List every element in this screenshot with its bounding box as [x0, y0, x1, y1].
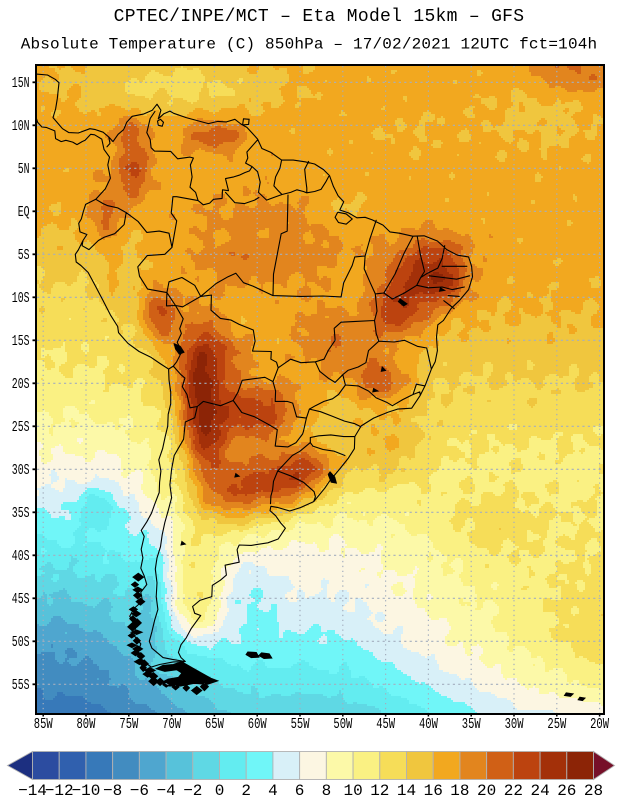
- svg-text:70W: 70W: [162, 717, 181, 733]
- svg-text:85W: 85W: [34, 717, 53, 733]
- svg-text:16: 16: [424, 782, 443, 800]
- svg-text:−4: −4: [156, 782, 175, 800]
- svg-text:EQ: EQ: [18, 205, 30, 221]
- svg-text:2: 2: [241, 782, 251, 800]
- svg-text:20W: 20W: [590, 717, 609, 733]
- svg-text:10S: 10S: [12, 291, 30, 307]
- svg-text:5N: 5N: [18, 162, 30, 178]
- svg-text:80W: 80W: [77, 717, 96, 733]
- svg-text:65W: 65W: [205, 717, 224, 733]
- svg-text:20: 20: [477, 782, 496, 800]
- svg-text:−12: −12: [45, 782, 74, 800]
- svg-text:45S: 45S: [12, 592, 30, 608]
- svg-text:55S: 55S: [12, 678, 30, 694]
- svg-text:6: 6: [295, 782, 305, 800]
- svg-text:25S: 25S: [12, 420, 30, 436]
- svg-text:−2: −2: [183, 782, 202, 800]
- svg-text:26: 26: [557, 782, 576, 800]
- svg-text:−14: −14: [18, 782, 47, 800]
- svg-text:12: 12: [370, 782, 389, 800]
- svg-text:30W: 30W: [505, 717, 524, 733]
- svg-text:30S: 30S: [12, 463, 30, 479]
- svg-text:−10: −10: [71, 782, 100, 800]
- svg-text:35S: 35S: [12, 506, 30, 522]
- svg-text:55W: 55W: [291, 717, 310, 733]
- svg-text:15S: 15S: [12, 334, 30, 350]
- svg-text:−8: −8: [103, 782, 122, 800]
- svg-text:45W: 45W: [376, 717, 395, 733]
- svg-text:Absolute Temperature (C) 850hP: Absolute Temperature (C) 850hPa – 17/02/…: [21, 36, 598, 54]
- svg-text:40S: 40S: [12, 549, 30, 565]
- svg-text:25W: 25W: [547, 717, 566, 733]
- svg-text:20S: 20S: [12, 377, 30, 393]
- svg-text:28: 28: [584, 782, 603, 800]
- svg-text:10: 10: [343, 782, 362, 800]
- svg-text:50S: 50S: [12, 635, 30, 651]
- svg-text:10N: 10N: [12, 119, 30, 135]
- svg-text:15N: 15N: [12, 76, 30, 92]
- svg-text:8: 8: [322, 782, 332, 800]
- svg-text:0: 0: [215, 782, 225, 800]
- svg-text:35W: 35W: [462, 717, 481, 733]
- svg-text:CPTEC/INPE/MCT – Eta Model 15: CPTEC/INPE/MCT – Eta Model 15km – GFS: [114, 7, 525, 27]
- svg-text:5S: 5S: [18, 248, 30, 264]
- svg-text:75W: 75W: [119, 717, 138, 733]
- svg-text:50W: 50W: [333, 717, 352, 733]
- svg-text:14: 14: [397, 782, 416, 800]
- svg-text:60W: 60W: [248, 717, 267, 733]
- svg-text:4: 4: [268, 782, 278, 800]
- svg-text:18: 18: [450, 782, 469, 800]
- svg-text:24: 24: [530, 782, 549, 800]
- svg-text:−6: −6: [130, 782, 149, 800]
- svg-text:22: 22: [504, 782, 523, 800]
- svg-text:40W: 40W: [419, 717, 438, 733]
